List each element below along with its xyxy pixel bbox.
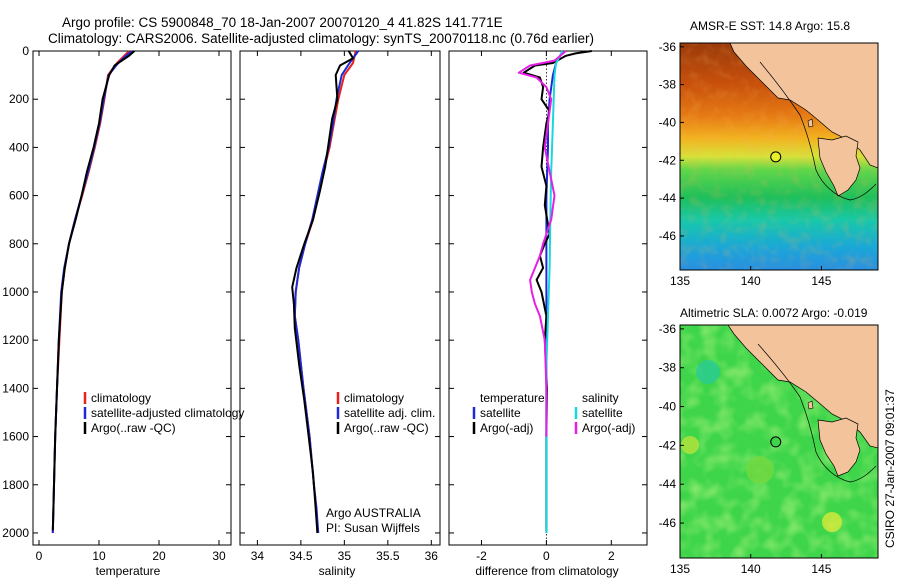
sst-map-frame bbox=[679, 42, 879, 271]
y-tick-label: 1800 bbox=[2, 478, 29, 492]
y-tick-label: 600 bbox=[9, 189, 29, 203]
sla-patch bbox=[822, 512, 842, 532]
legend-label-climatology: climatology bbox=[344, 391, 404, 405]
tasmania-land bbox=[817, 135, 861, 197]
shelf-contour bbox=[757, 343, 877, 483]
y-tick-label: 1400 bbox=[2, 381, 29, 395]
map-x-tick-label: 140 bbox=[741, 274, 761, 288]
map-y-tick-label: -46 bbox=[659, 516, 677, 530]
map-y-tick-label: -42 bbox=[659, 438, 677, 452]
map-x-tick-label: 140 bbox=[741, 562, 761, 576]
sla-map-panel: Altimetric SLA: 0.0072 Argo: -0.019 135 1… bbox=[659, 306, 879, 576]
x-tick-label: 35 bbox=[338, 549, 352, 563]
temperature-xlabel: temperature bbox=[96, 564, 161, 578]
legend-label-temp-satellite: satellite bbox=[480, 406, 521, 420]
legend-label-sal-argo: Argo(-adj) bbox=[582, 421, 635, 435]
y-tick-label: 1200 bbox=[2, 333, 29, 347]
sla-patch bbox=[746, 456, 774, 484]
sst-map-title: AMSR-E SST: 14.8 Argo: 15.8 bbox=[690, 19, 850, 33]
map-x-tick-label: 145 bbox=[811, 562, 831, 576]
mainland-land bbox=[729, 43, 878, 169]
map-y-tick-label: -36 bbox=[659, 40, 677, 54]
x-tick-label: 2 bbox=[608, 549, 615, 563]
mainland-land bbox=[727, 325, 878, 449]
sla-patch bbox=[696, 360, 720, 384]
x-tick-label: 34 bbox=[251, 549, 265, 563]
difference-axes-box bbox=[448, 50, 648, 546]
salinity-legend: climatology satellite adj. clim. Argo(..… bbox=[326, 391, 435, 535]
y-tick-label: 400 bbox=[9, 140, 29, 154]
map-y-tick-label: -44 bbox=[659, 477, 677, 491]
legend-label-satellite: satellite-adjusted climatology bbox=[91, 406, 244, 420]
map-y-tick-label: -46 bbox=[659, 229, 677, 243]
float-owner-annotation: Argo AUSTRALIA bbox=[326, 506, 421, 520]
sst-map-panel: AMSR-E SST: 14.8 Argo: 15.8 135 140 145 -36… bbox=[659, 19, 879, 288]
map-y-tick-label: -36 bbox=[659, 322, 677, 336]
x-tick-label: 20 bbox=[152, 549, 166, 563]
y-tick-label: 800 bbox=[9, 237, 29, 251]
y-tick-label: 1000 bbox=[2, 285, 29, 299]
difference-xlabel: difference from climatology bbox=[475, 564, 618, 578]
salinity-xlabel: salinity bbox=[319, 564, 356, 578]
y-tick-label: 200 bbox=[9, 92, 29, 106]
series-line-argo bbox=[291, 50, 354, 534]
series-line-argo bbox=[51, 50, 136, 531]
difference-panel: -2 0 2 difference from climatology tempera… bbox=[448, 50, 648, 578]
map-y-tick-label: -44 bbox=[659, 191, 677, 205]
series-line-salinity-argo-adj- bbox=[517, 50, 567, 437]
sla-map-frame bbox=[679, 324, 879, 559]
legend-label-satellite: satellite adj. clim. bbox=[344, 406, 435, 420]
y-tick-label: 0 bbox=[22, 44, 29, 58]
timestamp-stamp: CSIRO 27-Jan-2007 09:01:37 bbox=[883, 389, 897, 548]
x-tick-label: 36 bbox=[425, 549, 439, 563]
sla-map-title: Altimetric SLA: 0.0072 Argo: -0.019 bbox=[680, 306, 868, 320]
series-line-satellite bbox=[293, 50, 360, 534]
temperature-axes-box bbox=[32, 50, 232, 546]
temperature-panel: 0 10 20 30 0 200 400 600 800 1000 1200 1400 1600 1800… bbox=[2, 44, 244, 578]
sla-patch bbox=[681, 436, 699, 454]
x-tick-label: 10 bbox=[92, 549, 106, 563]
sla-profile-marker bbox=[770, 436, 782, 448]
x-tick-label: 0 bbox=[36, 549, 43, 563]
series-line-temperature-argo-adj- bbox=[522, 50, 592, 531]
legend-title-salinity: salinity bbox=[582, 391, 619, 405]
king-island bbox=[807, 118, 814, 128]
map-y-tick-label: -40 bbox=[659, 400, 677, 414]
legend-label-temp-argo: Argo(-adj) bbox=[480, 421, 533, 435]
header-title-line1: Argo profile: CS 5900848_70 18-Jan-2007 … bbox=[62, 15, 503, 30]
legend-label-argo: Argo(..raw -QC) bbox=[91, 421, 176, 435]
x-tick-label: 30 bbox=[212, 549, 226, 563]
pi-annotation: PI: Susan Wijffels bbox=[326, 521, 420, 535]
tasmania-land bbox=[817, 417, 861, 477]
legend-label-sal-satellite: satellite bbox=[582, 406, 623, 420]
map-x-tick-label: 135 bbox=[670, 562, 690, 576]
shelf-contour bbox=[759, 61, 877, 201]
sst-profile-marker bbox=[770, 151, 782, 163]
temperature-legend: climatology satellite-adjusted climatolo… bbox=[83, 391, 244, 435]
map-y-tick-label: -38 bbox=[659, 361, 677, 375]
legend-label-climatology: climatology bbox=[91, 391, 151, 405]
legend-label-argo: Argo(..raw -QC) bbox=[344, 421, 429, 435]
header-title-line2: Climatology: CARS2006. Satellite-adjuste… bbox=[48, 31, 594, 46]
map-y-tick-label: -42 bbox=[659, 153, 677, 167]
map-y-tick-label: -38 bbox=[659, 78, 677, 92]
map-x-tick-label: 135 bbox=[670, 274, 690, 288]
king-island bbox=[807, 400, 814, 410]
y-tick-label: 1600 bbox=[2, 430, 29, 444]
difference-legend: temperature salinity satellite Argo(-adj… bbox=[472, 391, 635, 435]
salinity-axes-box bbox=[239, 50, 441, 546]
x-tick-label: 34.5 bbox=[289, 549, 313, 563]
x-tick-label: 0 bbox=[543, 549, 550, 563]
map-x-tick-label: 145 bbox=[811, 274, 831, 288]
salinity-panel: 34 34.5 35 35.5 36 salinity climatology sate… bbox=[239, 50, 441, 578]
map-y-tick-label: -40 bbox=[659, 115, 677, 129]
legend-title-temperature: temperature bbox=[480, 391, 545, 405]
x-tick-label: -2 bbox=[476, 549, 487, 563]
x-tick-label: 35.5 bbox=[376, 549, 400, 563]
series-line-climatology bbox=[293, 50, 357, 534]
y-tick-label: 2000 bbox=[2, 526, 29, 540]
